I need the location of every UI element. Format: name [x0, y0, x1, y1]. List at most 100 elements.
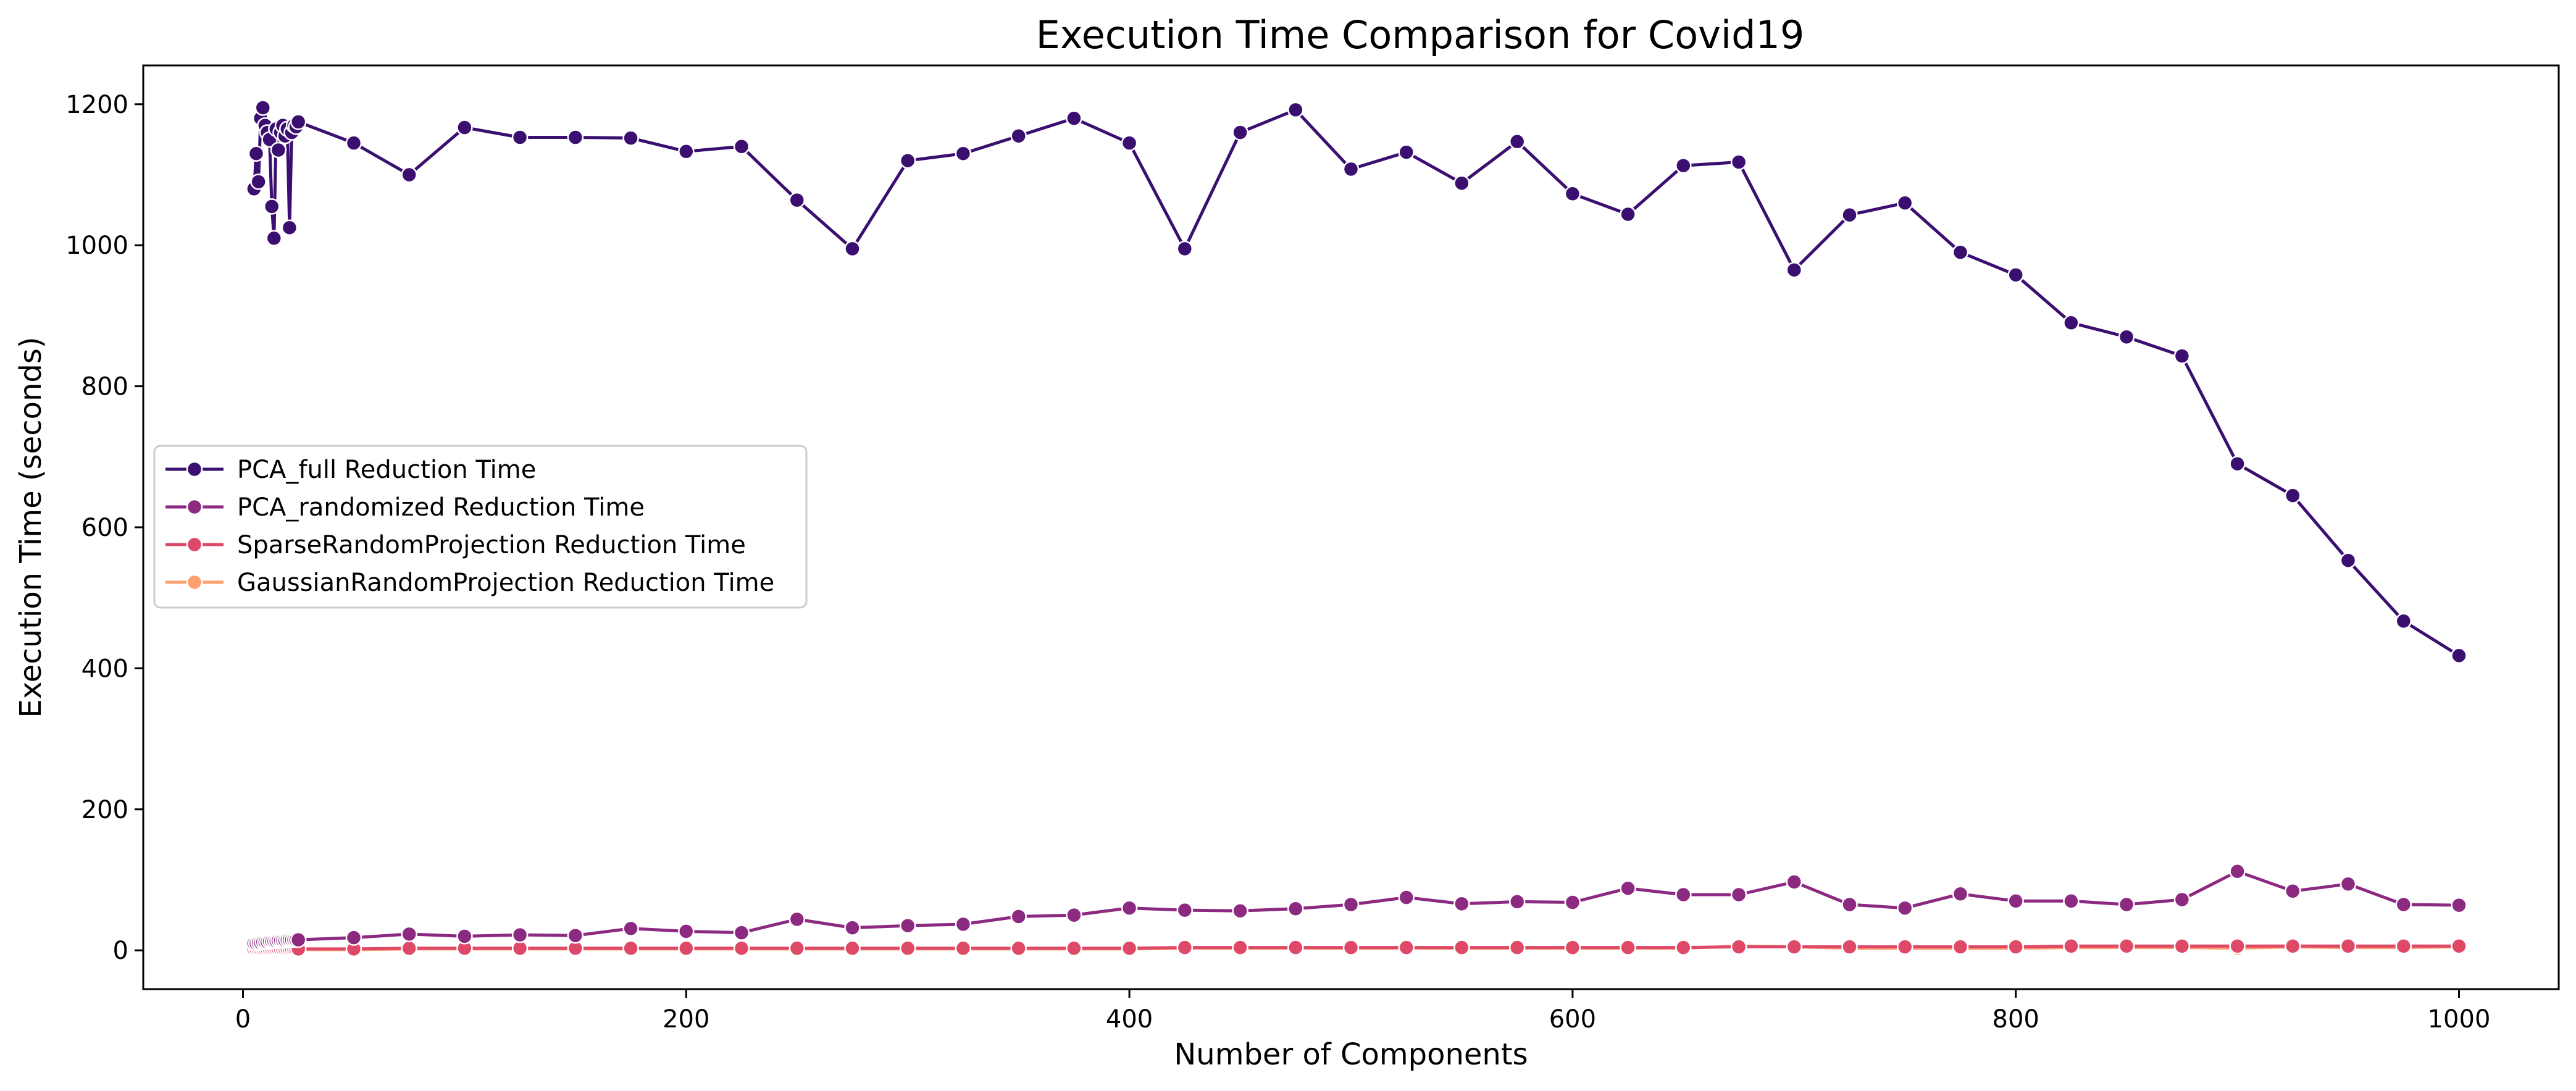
data-point [2395, 612, 2412, 630]
data-point [2395, 896, 2412, 913]
data-point [1287, 939, 1304, 956]
data-point [1841, 206, 1858, 224]
data-point [1508, 133, 1526, 150]
data-point [401, 940, 417, 957]
data-point [456, 928, 473, 945]
x-tick-label: 1000 [2428, 1005, 2491, 1034]
data-point [1675, 157, 1692, 174]
x-tick-label: 400 [1106, 1005, 1153, 1034]
data-point [456, 119, 473, 136]
data-point [1010, 908, 1027, 925]
y-tick-label: 0 [113, 937, 128, 965]
data-point [1675, 939, 1692, 956]
data-point [622, 940, 639, 957]
data-point [2118, 896, 2135, 913]
data-point [2451, 938, 2467, 955]
data-point [844, 240, 861, 257]
data-point [1675, 886, 1692, 903]
y-tick-label: 400 [82, 654, 128, 683]
data-point [2285, 487, 2301, 504]
data-point [567, 129, 584, 146]
data-point [2340, 552, 2357, 569]
data-point [955, 916, 972, 933]
data-point [2173, 348, 2191, 364]
legend-label: SparseRandomProjection Reduction Time [237, 531, 746, 559]
data-point [2451, 897, 2467, 914]
data-point [678, 143, 695, 160]
data-point [266, 230, 283, 247]
chart-title: Execution Time Comparison for Covid19 [1036, 12, 1805, 57]
x-axis-label: Number of Components [1174, 1037, 1528, 1072]
legend-label: PCA_randomized Reduction Time [237, 493, 645, 522]
data-point [1730, 938, 1747, 955]
data-point [1896, 900, 1913, 916]
data-point [1564, 939, 1581, 956]
data-point [1398, 889, 1415, 906]
data-point [733, 924, 750, 941]
data-point [1620, 206, 1636, 223]
data-point [290, 931, 307, 948]
data-point [2173, 891, 2191, 908]
data-point [1287, 101, 1304, 119]
series-1 [246, 99, 2467, 664]
data-point [2451, 647, 2467, 664]
series-2 [246, 863, 2467, 952]
y-tick-label: 600 [82, 514, 128, 542]
data-point [2007, 266, 2024, 283]
data-point [1010, 940, 1027, 957]
data-point [2285, 938, 2301, 955]
data-point [955, 145, 972, 162]
legend-label: GaussianRandomProjection Reduction Time [237, 569, 774, 597]
data-point [2063, 893, 2080, 909]
data-point [250, 173, 267, 190]
data-point [281, 219, 298, 236]
data-point [1176, 240, 1194, 257]
data-point [1121, 900, 1138, 916]
data-point [254, 99, 272, 116]
data-point [1453, 939, 1470, 956]
data-point [1620, 939, 1636, 956]
x-tick-label: 200 [663, 1005, 709, 1034]
data-point [511, 926, 529, 943]
legend-marker [186, 574, 203, 591]
data-point [1342, 939, 1360, 956]
x-tick-label: 800 [1993, 1005, 2039, 1034]
y-tick-label: 1000 [65, 232, 128, 260]
data-point [1730, 886, 1747, 903]
data-point [1952, 885, 1969, 903]
data-point [1564, 894, 1581, 911]
data-point [1952, 938, 1969, 955]
data-point [2118, 938, 2135, 955]
data-point [290, 114, 307, 130]
data-point [2007, 893, 2024, 909]
data-point [733, 940, 750, 957]
data-point [678, 923, 695, 940]
data-point [2229, 938, 2246, 955]
legend-marker [186, 536, 203, 553]
data-point [1121, 135, 1138, 151]
data-point [899, 940, 916, 957]
data-point [2340, 938, 2357, 955]
data-point [1066, 110, 1082, 127]
data-point [788, 940, 806, 957]
data-point [899, 152, 916, 169]
data-point [2118, 328, 2135, 345]
data-point [2007, 938, 2024, 955]
y-axis-label: Execution Time (seconds) [14, 336, 48, 717]
data-point [1398, 144, 1415, 161]
data-point [899, 917, 916, 934]
data-point [345, 135, 362, 151]
data-point [1342, 161, 1360, 178]
data-point [1066, 940, 1082, 957]
data-point [1786, 938, 1803, 955]
data-point [270, 141, 287, 159]
legend-marker [186, 498, 203, 516]
data-point [1232, 124, 1248, 141]
data-point [1176, 939, 1194, 956]
data-point [1786, 874, 1803, 890]
data-point [1232, 902, 1248, 919]
data-point [1232, 939, 1248, 956]
data-point [567, 927, 584, 944]
data-point [1730, 154, 1747, 170]
data-point [2063, 938, 2080, 955]
